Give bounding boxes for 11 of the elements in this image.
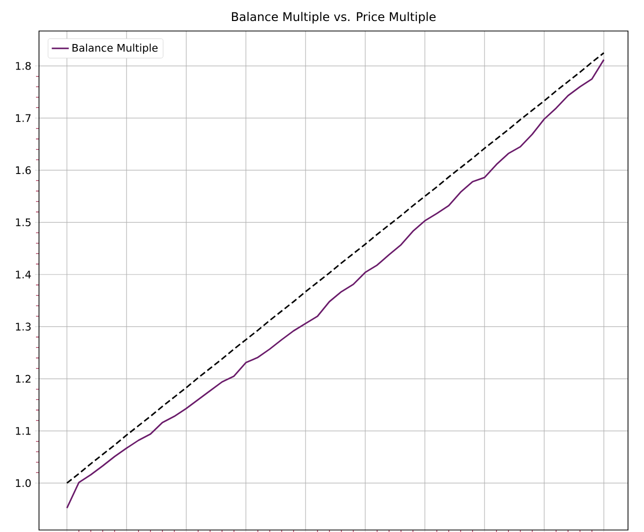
- chart-title: Balance Multiple vs. Price Multiple: [232, 12, 436, 24]
- y-tick-label: 1.3: [16, 322, 31, 331]
- y-tick-label: 1.1: [16, 427, 31, 435]
- legend-label: Balance Multiple: [72, 44, 158, 54]
- y-tick-label: 1.6: [16, 166, 31, 174]
- y-tick-label: 1.7: [16, 114, 31, 122]
- y-tick-label: 1.0: [16, 479, 31, 488]
- y-tick-label: 1.2: [16, 374, 30, 383]
- y-tick-label: 1.4: [16, 270, 31, 278]
- y-tick-label: 1.5: [16, 218, 31, 226]
- y-tick-label: 1.8: [16, 62, 31, 70]
